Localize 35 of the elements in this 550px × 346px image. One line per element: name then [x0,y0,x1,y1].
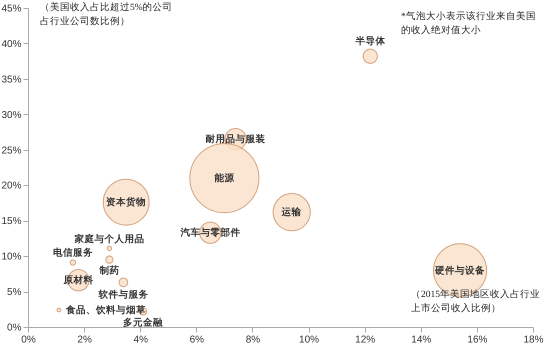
annotation: 制药 [98,264,120,277]
annotation: 资本货物 [106,196,146,208]
y-tick-label: 20% [1,180,22,192]
annotation: 食品、饮料与烟草 [64,304,146,316]
annotation: 半导体 [354,35,386,48]
x-tick-label: 14% [411,334,432,346]
y-tick-label: 25% [1,145,22,156]
x-tick-label: 18% [523,334,544,346]
y-tick-label: 10% [1,252,22,263]
x-tick-label: 0% [21,334,36,346]
x-tick-label: 12% [355,334,376,346]
annotation: 多元金融 [123,316,164,328]
x-tick-label: 10% [299,334,320,346]
y-axis-title: （美国收入占比超过5%的公司占行业公司数比例） [40,1,173,27]
y-tick-label: 5% [7,287,22,298]
y-tick-label: 0% [7,322,22,334]
annotation: 能源 [214,172,236,184]
x-tick-label: 8% [246,334,260,346]
annotation: 家庭与个人用品 [73,232,144,245]
annotation: 原材料 [62,274,94,286]
y-tick-label: 35% [1,74,22,86]
annotation: 电信服务 [52,246,93,258]
annotation: 硬件与设备 [434,264,486,276]
x-tick-label: 2% [77,334,92,346]
y-tick-label: 40% [1,38,22,50]
x-tick-label: 4% [133,334,148,346]
annotation: 运输 [280,206,303,218]
x-tick-label: 16% [467,334,488,346]
annotation: *气泡大小表示该行业来自美国的收入绝对值大小 [401,10,536,36]
x-axis-title: （2015年美国地区收入占行业上市公司收入比例） [411,288,540,314]
y-tick-label: 15% [1,216,22,228]
x-tick-label: 6% [190,334,204,346]
y-tick-label: 45% [1,4,22,14]
annotation: 软件与服务 [97,288,148,300]
y-tick-label: 30% [1,110,22,121]
